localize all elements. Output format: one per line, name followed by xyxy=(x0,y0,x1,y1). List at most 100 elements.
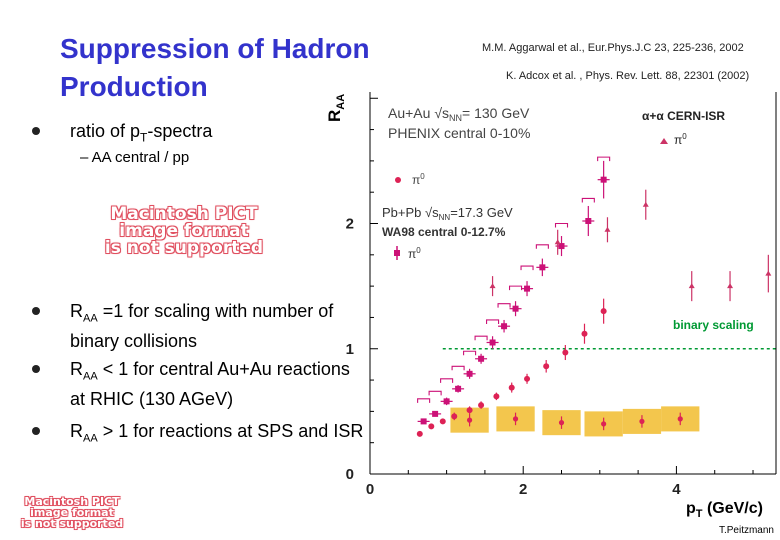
phenix-point xyxy=(562,349,569,356)
bullet-raa-symbol: R xyxy=(70,359,83,379)
phenix-point xyxy=(524,375,531,382)
legend-isr-particle: π0 xyxy=(674,132,687,147)
legend-phenix-particle: π0 xyxy=(412,172,425,187)
subbullet-aa-central: – AA central / pp xyxy=(80,149,190,166)
pict-line: is not supported xyxy=(20,517,124,530)
legend-isr-title: α+α CERN-ISR xyxy=(642,109,725,123)
bullet-dot-icon xyxy=(32,365,40,373)
wa98-point xyxy=(455,385,462,392)
slide-title: Suppression of Hadron Production xyxy=(60,30,440,106)
wa98-point xyxy=(600,176,607,183)
pict-line: is not supported xyxy=(104,238,264,258)
bullet-pt-spectra: ratio of pT-spectra xyxy=(32,120,212,149)
x-tick-label: 2 xyxy=(519,481,527,498)
x-tick-label: 0 xyxy=(366,481,374,498)
data-marks xyxy=(416,156,772,437)
charged-hadron-band xyxy=(450,406,700,437)
wa98-point xyxy=(585,218,592,225)
wa98-point xyxy=(524,285,531,292)
wa98-point xyxy=(466,370,473,377)
pict-line: Macintosh PICT xyxy=(110,204,258,224)
band-point xyxy=(558,420,565,426)
pict-line: image format xyxy=(119,221,249,241)
phenix-point xyxy=(543,363,550,370)
isr-point xyxy=(688,283,695,289)
band-point xyxy=(512,416,519,422)
wa98-syst-bracket xyxy=(440,378,454,383)
phenix-point xyxy=(451,413,458,420)
isr-point xyxy=(489,283,496,289)
legend-wa98-marker-icon xyxy=(394,246,400,260)
isr-point xyxy=(554,239,561,245)
isr-point xyxy=(765,270,772,276)
wa98-syst-bracket xyxy=(474,335,488,341)
isr-point xyxy=(727,283,734,289)
bullet-text: ratio of p xyxy=(70,121,141,141)
wa98-syst-bracket xyxy=(463,350,477,356)
wa98-point xyxy=(512,305,519,312)
bullet-raa-less: RAA < 1 for central Au+Au reactions at R… xyxy=(32,358,360,410)
wa98-point xyxy=(443,398,450,405)
wa98-point xyxy=(539,264,546,271)
wa98-point xyxy=(432,410,439,417)
wa98-syst-bracket xyxy=(417,398,431,403)
pict-placeholder-bottom: Macintosh PICT image format is not suppo… xyxy=(2,496,142,529)
reference-adcox: K. Adcox et al. , Phys. Rev. Lett. 88, 2… xyxy=(506,70,750,82)
phenix-point xyxy=(600,308,607,315)
y-tick-label: 0 xyxy=(346,466,354,483)
pict-placeholder-top: Macintosh PICT image format is not suppo… xyxy=(48,206,320,257)
wa98-syst-bracket xyxy=(508,285,523,291)
phenix-point xyxy=(581,330,588,337)
bullet-raa-sub: AA xyxy=(83,370,98,383)
slide-title-line1: Suppression of Hadron xyxy=(60,33,370,64)
bullet-raa-text: > 1 for reactions at SPS and ISR xyxy=(97,421,364,441)
wa98-syst-bracket xyxy=(554,222,569,228)
y-tick-label: 1 xyxy=(346,341,354,358)
wa98-syst-bracket xyxy=(497,303,511,308)
legend-phenix-marker-icon xyxy=(395,177,401,183)
phenix-point xyxy=(428,423,435,430)
x-tick-label: 4 xyxy=(672,481,681,498)
wa98-syst-bracket xyxy=(520,265,534,271)
band-point xyxy=(466,417,473,423)
wa98-syst-bracket xyxy=(486,319,500,324)
binary-scaling-label: binary scaling xyxy=(673,318,754,332)
author-credit: T.Peitzmann xyxy=(718,525,774,536)
chart-axes: 0 2 4 0 1 2 xyxy=(346,92,777,498)
bullet-dot-icon xyxy=(32,427,40,435)
phenix-point xyxy=(439,418,446,425)
pict-line: Macintosh PICT xyxy=(24,495,120,508)
y-axis-title: RAA xyxy=(325,94,347,122)
wa98-syst-bracket xyxy=(428,390,442,396)
phenix-point xyxy=(493,393,500,400)
wa98-syst-bracket xyxy=(597,156,611,162)
isr-point xyxy=(642,201,649,207)
band-point xyxy=(677,416,683,422)
wa98-point xyxy=(558,243,565,250)
legend-phenix-line2: PHENIX central 0-10% xyxy=(388,125,530,141)
bullet-raa-sub: AA xyxy=(83,432,98,445)
phenix-point xyxy=(466,407,473,414)
wa98-syst-bracket xyxy=(535,244,549,249)
raa-chart: 0 2 4 0 1 2 RAA pT (GeV/c) Au+Au √sNN= 130 Ge… xyxy=(325,92,777,520)
pict-line: image format xyxy=(30,506,114,519)
legend-wa98-line2: WA98 central 0-12.7% xyxy=(382,225,506,239)
wa98-point xyxy=(478,355,485,362)
legend-wa98-particle: π0 xyxy=(408,246,421,261)
y-tick-label: 2 xyxy=(346,216,354,233)
wa98-point xyxy=(501,323,508,330)
bullet-dot-icon xyxy=(32,127,40,135)
bullet-raa-symbol: R xyxy=(70,421,83,441)
isr-point xyxy=(604,226,611,232)
x-axis-title: pT (GeV/c) xyxy=(686,500,763,520)
slide-title-line2: Production xyxy=(60,71,208,102)
bullet-raa-equal: RAA =1 for scaling with number of binary… xyxy=(32,300,370,352)
bullet-raa-text: =1 for scaling with number of binary col… xyxy=(70,301,334,351)
legend-isr-marker-icon xyxy=(660,138,668,144)
phenix-point xyxy=(416,430,423,437)
reference-aggarwal: M.M. Aggarwal et al., Eur.Phys.J.C 23, 2… xyxy=(482,42,744,54)
phenix-point xyxy=(478,402,485,409)
wa98-point xyxy=(420,418,427,425)
legend-wa98-line1: Pb+Pb √sNN=17.3 GeV xyxy=(382,205,513,222)
bullet-raa-text: < 1 for central Au+Au reactions at RHIC … xyxy=(70,359,350,409)
